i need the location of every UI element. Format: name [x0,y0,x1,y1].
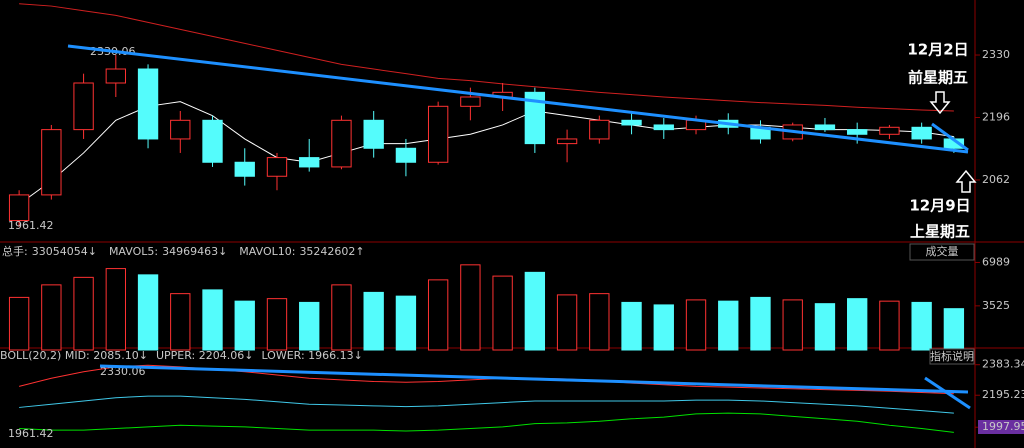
volume-bar [589,293,610,351]
volume-bar [814,303,836,351]
y-tick-label: 2383.34 [982,358,1024,371]
volume-bar [847,298,868,351]
trend-line [67,44,969,154]
volume-bar [8,296,30,351]
volume-bar [331,284,352,351]
candle-body [427,105,449,163]
volume-bar [621,301,642,351]
candle-body [589,119,610,140]
volume-bar [492,275,513,351]
volume-bar [105,268,126,351]
candle-body [73,82,94,131]
boll-line [19,412,954,433]
volume-bar [363,291,384,351]
candle-body [170,119,191,140]
candle-body [105,68,126,84]
volume-bar [170,293,191,351]
arrow-down [929,91,951,115]
candle-body [879,126,900,135]
legend-label: MAVOL5: [109,245,158,258]
y-tick-label: 6989 [982,255,1010,268]
annotation: 1961.42 [8,219,54,232]
annotation: 12月9日 [909,197,970,215]
legend-label: UPPER: 2204.06↓ [156,349,253,362]
annotation: 前星期五 [908,69,968,87]
volume-bar [460,264,481,351]
candle-body [363,119,384,149]
volume-bar [879,300,900,351]
indicator-box [909,243,975,261]
volume-bar [395,295,417,351]
volume-bar [524,271,546,351]
volume-bar [750,296,771,351]
volume-bar [41,284,62,351]
candle-body [911,126,932,140]
tick-label-bg [978,420,1024,434]
candle-body [331,119,352,168]
candle-body [299,157,320,168]
y-tick-label: 3525 [982,299,1010,312]
volume-bar [685,299,707,351]
moving-average [19,3,954,112]
candle-body [524,91,546,145]
volume-bar [782,299,803,351]
volume-bar [266,298,288,351]
volume-bar [718,300,739,351]
annotation: 上星期五 [910,223,970,241]
indicator-label: 成交量 [926,244,959,258]
volume-bar [299,301,320,351]
arrow-up [955,169,977,193]
legend-label: BOLL(20,2) MID: 2085.10↓ [0,349,148,362]
legend-label: MAVOL10: [239,245,295,258]
trend-line [924,376,971,410]
candle-body [202,119,223,163]
y-tick-label: 2196 [982,111,1010,124]
volume-bar [202,289,223,351]
candle-body [137,68,159,140]
volume-bar [911,301,932,351]
candle-body [8,194,30,222]
legend-value: 35242602↑ [299,245,364,258]
volume-bar [427,279,449,351]
candle-body [266,157,288,177]
volume-bar [234,300,255,351]
candle-body [460,96,481,107]
candle-body [621,119,642,126]
legend-label: LOWER: 1966.13↓ [261,349,362,362]
boll-line [19,395,954,414]
legend-value: 33054054↓ [32,245,97,258]
volume-bar [73,276,94,351]
candle-body [814,124,836,131]
candle-body [41,129,62,196]
candle-body [556,138,578,145]
legend-value: 34969463↓ [162,245,227,258]
indicator-box [929,348,975,365]
candle-body [847,129,868,135]
volume-bar [653,304,674,351]
candle-body [395,147,417,163]
annotation: 1961.42 [8,427,54,440]
indicator-label: 指标说明 [930,349,974,363]
trend-line [931,122,969,152]
y-tick-label: 1997.95 [982,420,1024,433]
candle-body [653,124,674,131]
annotation: 12月2日 [907,41,968,59]
volume-bar [556,294,578,351]
y-tick-label: 2195.23 [982,388,1024,401]
volume-bar [137,274,159,351]
y-tick-label: 2330 [982,48,1010,61]
volume-bar [943,308,965,351]
trend-line [99,364,969,394]
y-tick-label: 2062 [982,173,1010,186]
legend-label: 总手: [2,244,28,258]
candle-body [234,161,255,177]
